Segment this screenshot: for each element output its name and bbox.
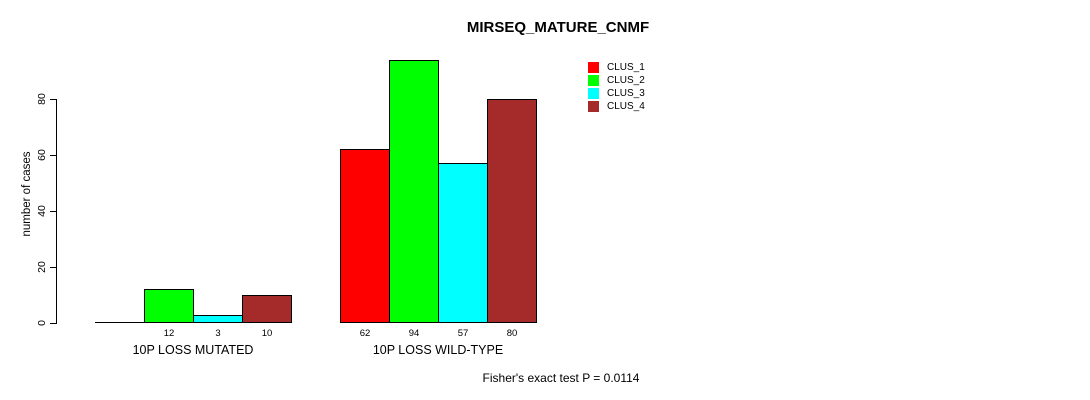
y-axis-tick: [50, 267, 56, 268]
legend-swatch-icon: [588, 88, 599, 99]
bar-CLUS_2: [389, 60, 439, 323]
legend-swatch-icon: [588, 62, 599, 73]
bar-CLUS_4: [242, 295, 292, 323]
category-label: 10P LOSS MUTATED: [132, 343, 254, 357]
bar-CLUS_1: [95, 322, 145, 323]
y-axis-tick-label: 40: [36, 205, 48, 217]
legend-label: CLUS_1: [607, 62, 645, 73]
y-axis-line: [56, 99, 57, 324]
bar-CLUS_1: [340, 149, 390, 323]
bar-value-label: 3: [215, 328, 221, 339]
bar-value-label: 57: [457, 328, 469, 339]
legend-label: CLUS_2: [607, 75, 645, 86]
chart-title: MIRSEQ_MATURE_CNMF: [466, 19, 650, 36]
legend-item: CLUS_1: [588, 62, 645, 73]
legend-swatch-icon: [588, 75, 599, 86]
legend-item: CLUS_2: [588, 75, 645, 86]
y-axis-tick-label: 20: [36, 261, 48, 273]
category-label: 10P LOSS WILD-TYPE: [372, 343, 504, 357]
legend-item: CLUS_4: [588, 101, 645, 112]
bar-CLUS_2: [144, 289, 194, 323]
bar-value-label: 10: [261, 328, 273, 339]
bar-value-label: 12: [163, 328, 175, 339]
fisher-test-annotation: Fisher's exact test P = 0.0114: [482, 371, 640, 385]
bar-CLUS_4: [487, 99, 537, 323]
legend: CLUS_1 CLUS_2 CLUS_3 CLUS_4: [588, 62, 645, 112]
y-axis-label: number of cases: [21, 151, 33, 237]
legend-label: CLUS_4: [607, 101, 645, 112]
legend-label: CLUS_3: [607, 88, 645, 99]
legend-swatch-icon: [588, 101, 599, 112]
y-axis-tick-label: 80: [36, 93, 48, 105]
y-axis-tick-label: 0: [36, 320, 48, 326]
y-axis-tick-label: 60: [36, 149, 48, 161]
y-axis-tick: [50, 99, 56, 100]
bar-CLUS_3: [438, 163, 488, 323]
bar-CLUS_3: [193, 315, 243, 323]
legend-item: CLUS_3: [588, 88, 645, 99]
y-axis-tick: [50, 323, 56, 324]
bar-value-label: 94: [408, 328, 420, 339]
bar-value-label: 80: [506, 328, 518, 339]
y-axis-tick: [50, 155, 56, 156]
bar-value-label: 62: [359, 328, 371, 339]
y-axis-tick: [50, 211, 56, 212]
